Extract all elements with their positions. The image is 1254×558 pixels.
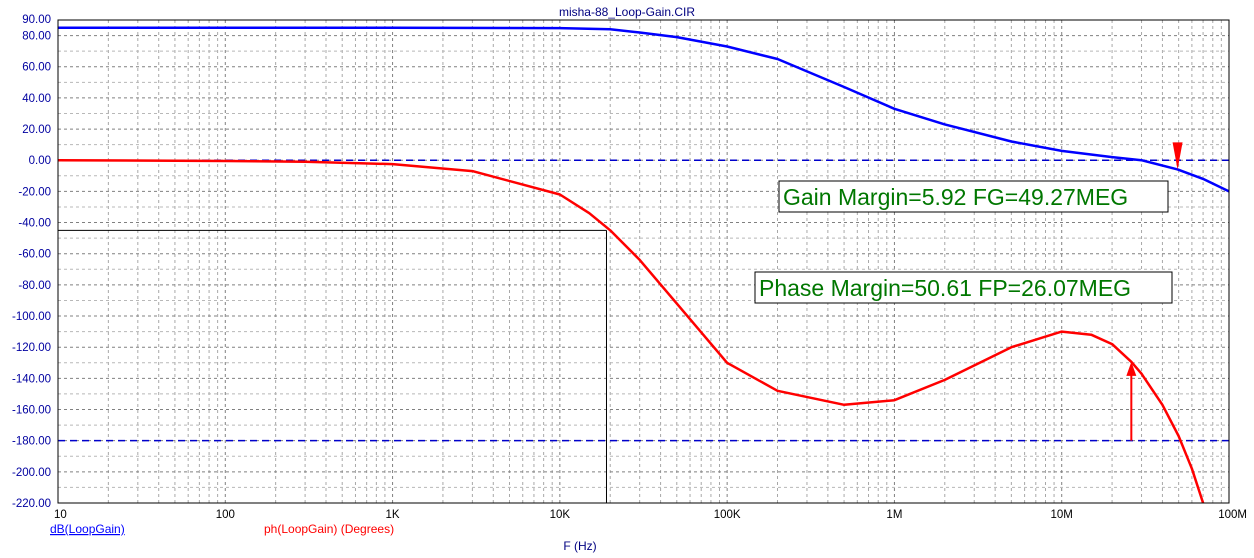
legend-gain-series[interactable]: dB(LoopGain) <box>50 522 125 536</box>
y-tick-label: -140.00 <box>12 373 51 385</box>
y-tick-label: -200.00 <box>12 467 51 479</box>
y-tick-label: -180.00 <box>12 436 51 448</box>
x-tick-label: 100 <box>216 509 235 521</box>
y-tick-label: -220.00 <box>12 498 51 510</box>
y-tick-label: 20.00 <box>22 124 51 136</box>
y-tick-label: -160.00 <box>12 405 51 417</box>
x-tick-label: 1K <box>386 509 400 521</box>
gain-margin-annotation: Gain Margin=5.92 FG=49.27MEG <box>778 180 1169 213</box>
y-tick-label: 0.00 <box>29 155 51 167</box>
gain-margin-label: Gain Margin=5.92 FG=49.27MEG <box>783 184 1128 210</box>
series-lines <box>57 26 1230 504</box>
phase-series-line <box>57 158 1205 504</box>
y-tick-label: -20.00 <box>18 186 51 198</box>
cursor-lines <box>58 229 607 503</box>
y-tick-label: 90.00 <box>22 14 51 26</box>
x-axis-label: F (Hz) <box>563 539 596 553</box>
y-tick-label: -40.00 <box>18 218 51 230</box>
y-tick-label: 40.00 <box>22 93 51 105</box>
y-tick-label: -120.00 <box>12 342 51 354</box>
x-tick-label: 10M <box>1051 509 1073 521</box>
x-tick-label: 10K <box>550 509 571 521</box>
x-tick-label: 10 <box>54 509 67 521</box>
phase-margin-box <box>754 271 1173 304</box>
y-tick-label: -100.00 <box>12 311 51 323</box>
y-tick-label: -60.00 <box>18 249 51 261</box>
legend-phase-series[interactable]: ph(LoopGain) (Degrees) <box>264 522 394 536</box>
x-tick-label: 100M <box>1218 509 1247 521</box>
y-tick-label: 80.00 <box>22 31 51 43</box>
x-tick-label: 100K <box>714 509 741 521</box>
grid <box>57 20 1230 503</box>
plot-frame <box>57 19 1230 504</box>
gain-series-line <box>58 26 1230 193</box>
gain-margin-box <box>778 180 1169 213</box>
chart-title: misha-88_Loop-Gain.CIR <box>559 5 695 19</box>
y-tick-label: -80.00 <box>18 280 51 292</box>
gain-marker-arrow <box>1172 142 1183 170</box>
y-tick-labels: 90.00 80.00 60.00 40.00 20.00 0.00 -20.00 -40.0… <box>12 14 51 510</box>
x-tick-labels: 10 100 1K 10K 100K 1M 10M 100M <box>54 509 1247 521</box>
phase-margin-annotation: Phase Margin=50.61 FP=26.07MEG <box>754 271 1173 304</box>
y-tick-label: 60.00 <box>22 62 51 74</box>
x-tick-label: 1M <box>886 509 902 521</box>
margin-markers <box>1126 142 1183 441</box>
phase-margin-label: Phase Margin=50.61 FP=26.07MEG <box>759 275 1131 301</box>
phase-marker-arrow <box>1126 361 1137 376</box>
